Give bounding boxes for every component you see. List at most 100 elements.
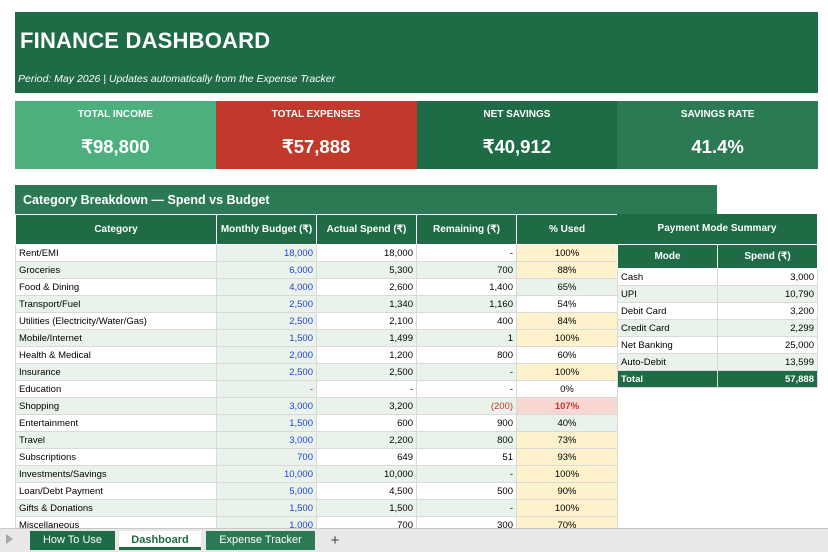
budget-cell[interactable]: 18,000	[216, 244, 317, 262]
add-sheet-icon[interactable]: +	[330, 532, 340, 549]
remaining-cell[interactable]: (200)	[416, 397, 517, 415]
sheet-nav-arrow-icon[interactable]	[6, 534, 13, 544]
pct-used-cell[interactable]: 88%	[516, 261, 618, 279]
remaining-cell[interactable]: -	[416, 499, 517, 517]
pct-used-cell[interactable]: 0%	[516, 380, 618, 398]
mode-cell[interactable]: Credit Card	[617, 319, 718, 337]
actual-spend-cell[interactable]: 4,500	[316, 482, 417, 500]
category-cell[interactable]: Rent/EMI	[15, 244, 217, 262]
tab-dashboard[interactable]: Dashboard	[119, 531, 201, 550]
category-cell[interactable]: Food & Dining	[15, 278, 217, 296]
category-cell[interactable]: Subscriptions	[15, 448, 217, 466]
budget-cell[interactable]: 10,000	[216, 465, 317, 483]
pct-used-cell[interactable]: 54%	[516, 295, 618, 313]
actual-spend-cell[interactable]: 1,499	[316, 329, 417, 347]
column-header-category[interactable]: Category	[15, 214, 217, 245]
category-cell[interactable]: Transport/Fuel	[15, 295, 217, 313]
budget-cell[interactable]: 3,000	[216, 397, 317, 415]
tab-expense-tracker[interactable]: Expense Tracker	[206, 531, 315, 550]
mode-cell[interactable]: Auto-Debit	[617, 353, 718, 371]
pct-used-cell[interactable]: 100%	[516, 499, 618, 517]
mode-cell[interactable]: UPI	[617, 285, 718, 303]
remaining-cell[interactable]: 1,400	[416, 278, 517, 296]
budget-cell[interactable]: 5,000	[216, 482, 317, 500]
pct-used-cell[interactable]: 100%	[516, 244, 618, 262]
budget-cell[interactable]: 1,500	[216, 329, 317, 347]
kpi-total-expenses[interactable]: TOTAL EXPENSES ₹57,888	[215, 101, 417, 169]
actual-spend-cell[interactable]: 2,600	[316, 278, 417, 296]
category-cell[interactable]: Investments/Savings	[15, 465, 217, 483]
pct-used-cell[interactable]: 93%	[516, 448, 618, 466]
category-cell[interactable]: Shopping	[15, 397, 217, 415]
budget-cell[interactable]: 700	[216, 448, 317, 466]
budget-cell[interactable]: 4,000	[216, 278, 317, 296]
spend-cell[interactable]: 13,599	[717, 353, 818, 371]
spend-cell[interactable]: 10,790	[717, 285, 818, 303]
budget-cell[interactable]: 6,000	[216, 261, 317, 279]
category-cell[interactable]: Insurance	[15, 363, 217, 381]
spend-cell[interactable]: 3,000	[717, 268, 818, 286]
column-header-actual[interactable]: Actual Spend (₹)	[316, 214, 417, 245]
budget-cell[interactable]: 1,500	[216, 414, 317, 432]
category-cell[interactable]: Groceries	[15, 261, 217, 279]
remaining-cell[interactable]: 700	[416, 261, 517, 279]
remaining-cell[interactable]: 1,160	[416, 295, 517, 313]
column-header-budget[interactable]: Monthly Budget (₹)	[216, 214, 317, 245]
remaining-cell[interactable]: 51	[416, 448, 517, 466]
actual-spend-cell[interactable]: 5,300	[316, 261, 417, 279]
category-cell[interactable]: Utilities (Electricity/Water/Gas)	[15, 312, 217, 330]
remaining-cell[interactable]: -	[416, 244, 517, 262]
actual-spend-cell[interactable]: 600	[316, 414, 417, 432]
remaining-cell[interactable]: 800	[416, 346, 517, 364]
category-cell[interactable]: Loan/Debt Payment	[15, 482, 217, 500]
remaining-cell[interactable]: 900	[416, 414, 517, 432]
actual-spend-cell[interactable]: 1,200	[316, 346, 417, 364]
column-header-pct-used[interactable]: % Used	[516, 214, 618, 245]
budget-cell[interactable]: -	[216, 380, 317, 398]
tab-how-to-use[interactable]: How To Use	[30, 531, 115, 550]
remaining-cell[interactable]: 400	[416, 312, 517, 330]
remaining-cell[interactable]: 1	[416, 329, 517, 347]
category-cell[interactable]: Travel	[15, 431, 217, 449]
category-cell[interactable]: Mobile/Internet	[15, 329, 217, 347]
spend-cell[interactable]: 2,299	[717, 319, 818, 337]
column-header-mode[interactable]: Mode	[617, 244, 718, 269]
column-header-remaining[interactable]: Remaining (₹)	[416, 214, 517, 245]
remaining-cell[interactable]: -	[416, 380, 517, 398]
category-cell[interactable]: Education	[15, 380, 217, 398]
actual-spend-cell[interactable]: 649	[316, 448, 417, 466]
kpi-total-income[interactable]: TOTAL INCOME ₹98,800	[15, 101, 216, 169]
actual-spend-cell[interactable]: 1,340	[316, 295, 417, 313]
actual-spend-cell[interactable]: 1,500	[316, 499, 417, 517]
actual-spend-cell[interactable]: 3,200	[316, 397, 417, 415]
pct-used-cell[interactable]: 100%	[516, 363, 618, 381]
category-cell[interactable]: Entertainment	[15, 414, 217, 432]
budget-cell[interactable]: 2,500	[216, 295, 317, 313]
budget-cell[interactable]: 2,500	[216, 312, 317, 330]
pct-used-cell[interactable]: 90%	[516, 482, 618, 500]
mode-cell[interactable]: Net Banking	[617, 336, 718, 354]
pct-used-cell[interactable]: 40%	[516, 414, 618, 432]
pct-used-cell[interactable]: 73%	[516, 431, 618, 449]
remaining-cell[interactable]: -	[416, 363, 517, 381]
remaining-cell[interactable]: -	[416, 465, 517, 483]
spend-cell[interactable]: 25,000	[717, 336, 818, 354]
pct-used-cell[interactable]: 84%	[516, 312, 618, 330]
actual-spend-cell[interactable]: 10,000	[316, 465, 417, 483]
budget-cell[interactable]: 1,500	[216, 499, 317, 517]
actual-spend-cell[interactable]: 2,200	[316, 431, 417, 449]
budget-cell[interactable]: 2,500	[216, 363, 317, 381]
mode-cell[interactable]: Cash	[617, 268, 718, 286]
spend-cell[interactable]: 3,200	[717, 302, 818, 320]
mode-cell[interactable]: Debit Card	[617, 302, 718, 320]
actual-spend-cell[interactable]: -	[316, 380, 417, 398]
remaining-cell[interactable]: 500	[416, 482, 517, 500]
total-label[interactable]: Total	[617, 370, 718, 388]
pct-used-cell[interactable]: 60%	[516, 346, 618, 364]
kpi-net-savings[interactable]: NET SAVINGS ₹40,912	[416, 101, 618, 169]
kpi-savings-rate[interactable]: SAVINGS RATE 41.4%	[617, 101, 818, 169]
budget-cell[interactable]: 3,000	[216, 431, 317, 449]
pct-used-cell[interactable]: 100%	[516, 329, 618, 347]
category-cell[interactable]: Health & Medical	[15, 346, 217, 364]
actual-spend-cell[interactable]: 2,100	[316, 312, 417, 330]
